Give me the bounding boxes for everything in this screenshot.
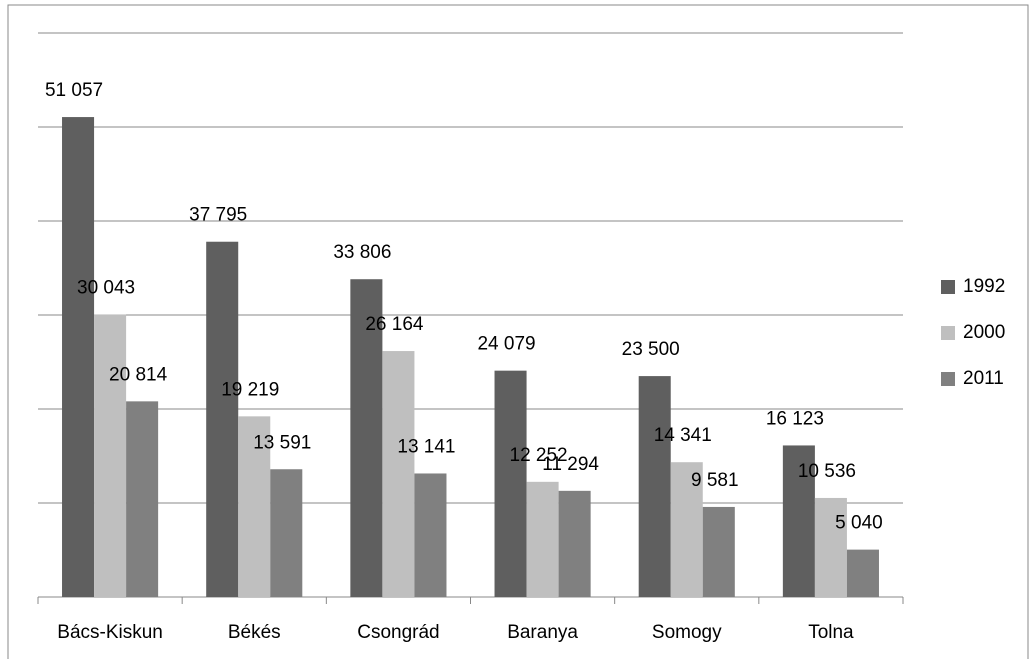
x-tick-label: Baranya bbox=[507, 622, 578, 643]
data-label: 37 795 bbox=[189, 205, 247, 226]
bar bbox=[782, 445, 815, 597]
data-label: 13 591 bbox=[253, 432, 311, 453]
data-label: 26 164 bbox=[365, 314, 424, 335]
legend-swatch bbox=[941, 280, 955, 294]
bar bbox=[846, 549, 879, 597]
data-label: 30 043 bbox=[77, 278, 135, 299]
data-label: 13 141 bbox=[397, 436, 455, 457]
legend-label: 1992 bbox=[963, 276, 1005, 297]
bar bbox=[702, 506, 735, 597]
bar bbox=[62, 117, 95, 597]
legend-label: 2011 bbox=[963, 368, 1004, 389]
data-label: 20 814 bbox=[109, 364, 168, 385]
bar bbox=[382, 351, 415, 597]
bar bbox=[126, 401, 159, 597]
x-tick-label: Tolna bbox=[808, 622, 854, 643]
data-label: 33 806 bbox=[333, 242, 391, 263]
data-label: 12 252 bbox=[510, 445, 568, 466]
x-tick-label: Csongrád bbox=[357, 622, 439, 643]
data-label: 9 581 bbox=[691, 470, 739, 491]
data-label: 51 057 bbox=[45, 80, 103, 101]
x-tick-label: Békés bbox=[228, 622, 281, 643]
data-label: 23 500 bbox=[622, 339, 680, 360]
data-label: 24 079 bbox=[477, 334, 535, 355]
data-label: 14 341 bbox=[654, 425, 712, 446]
legend-swatch bbox=[941, 326, 955, 340]
bar bbox=[270, 469, 303, 597]
bar bbox=[526, 481, 559, 597]
x-tick-label: Somogy bbox=[652, 622, 722, 643]
bar bbox=[94, 314, 127, 597]
x-tick-label: Bács-Kiskun bbox=[57, 622, 163, 643]
legend-label: 2000 bbox=[963, 322, 1005, 343]
bar bbox=[638, 376, 671, 597]
bar bbox=[238, 416, 271, 597]
data-label: 19 219 bbox=[221, 379, 279, 400]
data-label: 10 536 bbox=[798, 461, 856, 482]
data-label: 11 294 bbox=[542, 454, 599, 475]
data-label: 16 123 bbox=[766, 408, 824, 429]
bar bbox=[670, 462, 703, 597]
bar bbox=[350, 279, 383, 597]
bar bbox=[206, 241, 239, 598]
bar bbox=[414, 473, 447, 597]
legend-swatch bbox=[941, 372, 955, 386]
bar bbox=[558, 490, 591, 597]
bar bbox=[494, 370, 527, 597]
data-label: 5 040 bbox=[835, 513, 883, 534]
bar bbox=[814, 497, 847, 597]
